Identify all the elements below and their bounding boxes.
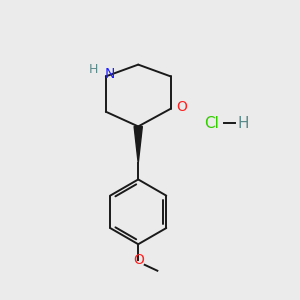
Text: O: O (176, 100, 187, 114)
Text: Cl: Cl (204, 116, 219, 131)
Text: H: H (237, 116, 248, 131)
Polygon shape (134, 126, 142, 163)
Text: O: O (133, 253, 144, 266)
Text: H: H (89, 63, 98, 76)
Text: N: N (104, 67, 115, 81)
